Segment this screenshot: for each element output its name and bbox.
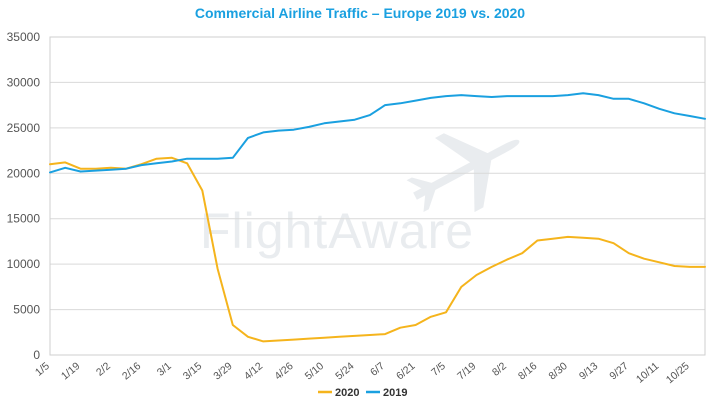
x-tick-label: 7/19 [455,360,478,382]
legend: 2020 2019 [318,387,407,399]
series-line-2020 [49,156,706,343]
x-tick-label: 8/30 [546,360,569,382]
x-tick-label: 1/19 [59,360,82,382]
x-tick-label: 6/21 [394,360,417,382]
y-tick-label: 0 [33,348,40,362]
x-tick-label: 3/1 [155,360,174,379]
x-tick-label: 9/13 [577,360,600,382]
y-tick-label: 20000 [7,166,41,180]
x-tick-label: 1/5 [33,360,52,379]
x-tick-label: 5/24 [333,360,356,382]
legend-label-2019: 2019 [383,387,407,399]
y-tick-label: 5000 [13,303,40,317]
x-tick-label: 6/7 [368,360,387,379]
x-tick-label: 4/12 [242,360,265,382]
plot-frame [49,36,706,356]
x-tick-label: 4/26 [272,360,295,382]
x-tick-label: 2/16 [120,360,143,382]
chart-title: Commercial Airline Traffic – Europe 2019… [194,5,526,21]
x-tick-label: 9/27 [607,360,630,382]
y-tick-label: 25000 [7,121,41,135]
x-tick-label: 10/11 [634,360,661,386]
y-tick-label: 15000 [7,212,41,226]
x-tick-label: 8/16 [516,360,539,382]
y-tick-label: 10000 [7,257,41,271]
x-tick-label: 8/2 [490,360,509,379]
y-tick-label: 35000 [7,30,41,44]
x-tick-label: 3/29 [211,360,234,382]
airplane-icon [406,133,520,213]
legend-label-2020: 2020 [335,387,359,399]
x-tick-label: 10/25 [664,360,692,386]
x-tick-label: 7/5 [429,360,448,379]
watermark: FlightAware [200,133,520,259]
watermark-text: FlightAware [200,203,474,259]
x-tick-label: 2/2 [94,360,113,379]
x-tick-label: 3/15 [181,360,204,382]
x-tick-label: 5/10 [303,360,326,382]
y-tick-label: 30000 [7,75,41,89]
series-line-2019 [49,92,706,174]
